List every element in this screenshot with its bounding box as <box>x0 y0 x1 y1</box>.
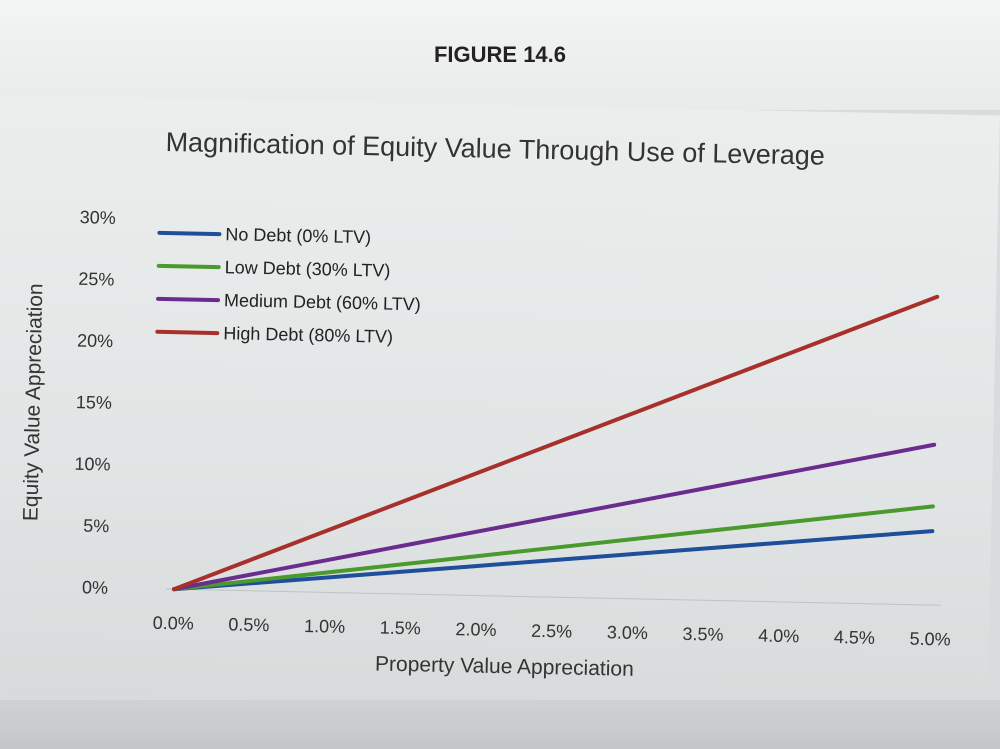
figure-label: FIGURE 14.6 <box>433 42 567 67</box>
legend-swatch-0 <box>157 230 222 237</box>
page-bottom-shade <box>0 700 1000 749</box>
legend-label-1: Low Debt (30% LTV) <box>225 257 391 280</box>
y-tick-label: 5% <box>83 516 109 537</box>
x-tick-label: 4.0% <box>758 625 799 646</box>
series-line-2 <box>171 442 937 592</box>
x-tick-labels: 0.0% 0.5% 1.0% 1.5% 2.0% 2.5% 3.0% 3.5% 4.0% 4.5%… <box>153 613 951 650</box>
y-tick-labels: 0% 5% 10% 15% 20% 25% 30% <box>74 207 116 598</box>
series-lines <box>171 294 940 592</box>
legend-label-2: Medium Debt (60% LTV) <box>224 290 421 314</box>
chart-title: Magnification of Equity Value Through Us… <box>165 127 825 171</box>
x-tick-label: 2.5% <box>531 621 572 642</box>
x-tick-label: 3.5% <box>682 624 723 645</box>
series-line-1 <box>171 504 935 592</box>
y-tick-label: 25% <box>78 269 114 290</box>
x-tick-label: 0.5% <box>228 614 269 635</box>
legend-swatch-3 <box>155 329 220 336</box>
series-line-0 <box>171 529 935 592</box>
legend-swatch-1 <box>156 263 221 270</box>
legend-swatch-2 <box>156 296 221 303</box>
legend: No Debt (0% LTV) Low Debt (30% LTV) Medium… <box>155 224 421 347</box>
x-axis-line <box>165 588 941 606</box>
x-axis-title: Property Value Appreciation <box>375 652 634 680</box>
y-axis-title: Equity Value Appreciation <box>19 283 47 521</box>
series-line-3 <box>171 294 940 592</box>
x-tick-label: 1.0% <box>304 616 345 637</box>
x-tick-label: 2.0% <box>455 619 496 640</box>
legend-label-0: No Debt (0% LTV) <box>225 224 371 247</box>
legend-label-3: High Debt (80% LTV) <box>223 323 393 347</box>
x-tick-label: 5.0% <box>909 629 950 650</box>
x-tick-label: 1.5% <box>380 618 421 639</box>
x-tick-label: 0.0% <box>153 613 194 634</box>
y-tick-label: 30% <box>79 207 115 228</box>
y-tick-label: 0% <box>82 577 108 598</box>
y-tick-label: 15% <box>76 392 112 413</box>
y-tick-label: 10% <box>74 454 110 475</box>
page-background <box>0 0 1000 110</box>
y-tick-label: 20% <box>77 330 113 351</box>
x-tick-label: 4.5% <box>834 627 875 648</box>
x-tick-label: 3.0% <box>607 622 648 643</box>
